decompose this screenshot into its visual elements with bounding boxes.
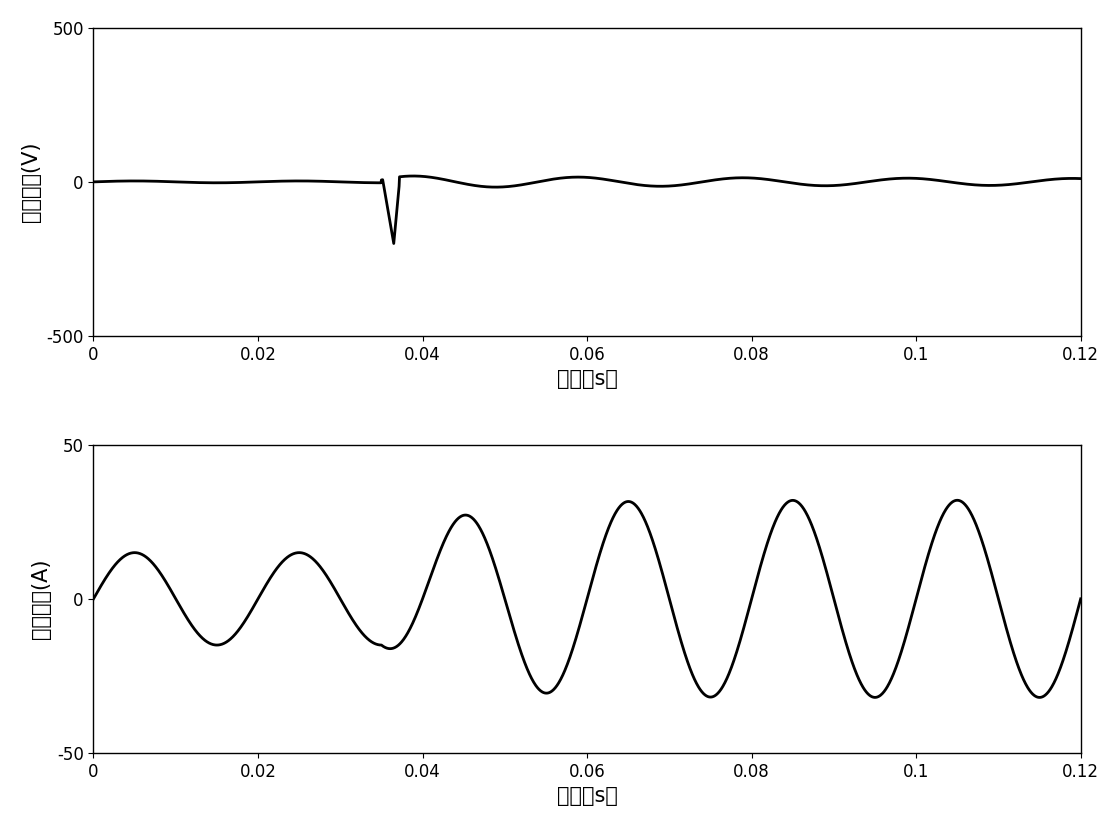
Y-axis label: 线路电流(A): 线路电流(A) <box>31 558 52 639</box>
X-axis label: 时间（s）: 时间（s） <box>557 786 617 806</box>
X-axis label: 时间（s）: 时间（s） <box>557 369 617 390</box>
Y-axis label: 线圈电压(V): 线圈电压(V) <box>21 141 40 222</box>
